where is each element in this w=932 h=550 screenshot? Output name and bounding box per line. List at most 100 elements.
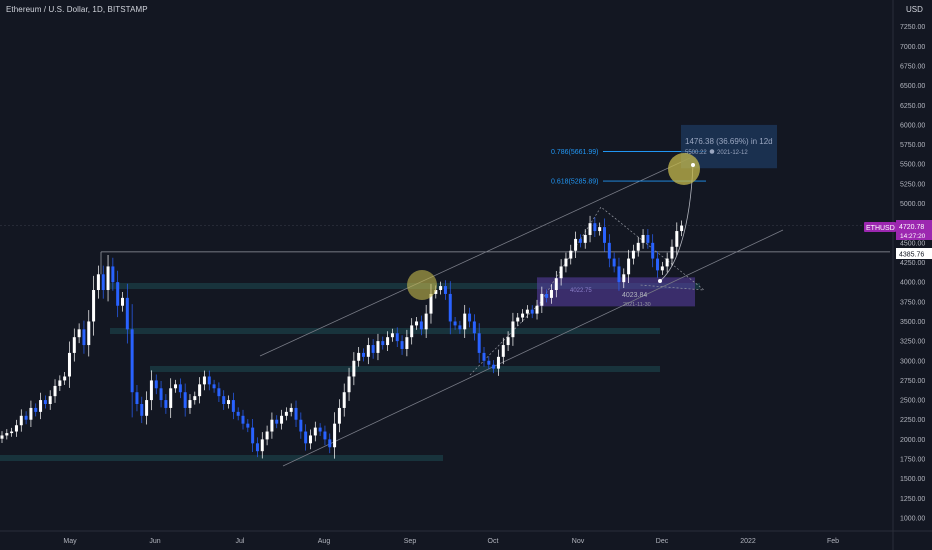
candle-body bbox=[10, 431, 14, 434]
candle-body bbox=[96, 274, 100, 291]
x-tick-4: Sep bbox=[404, 538, 417, 545]
candle-body bbox=[583, 234, 587, 243]
x-tick-7: Dec bbox=[656, 538, 669, 545]
candle-body bbox=[106, 266, 110, 291]
candle-body bbox=[603, 227, 606, 243]
y-tick-17: 5250.00 bbox=[900, 181, 925, 188]
x-tick-8: 2022 bbox=[740, 538, 756, 545]
candle-body bbox=[670, 246, 674, 259]
candle-body bbox=[424, 313, 428, 330]
channel-lower-line bbox=[282, 229, 784, 467]
target-point bbox=[691, 163, 695, 167]
candle-body bbox=[14, 425, 18, 432]
candle-body bbox=[193, 396, 197, 401]
candle-body bbox=[636, 242, 640, 251]
candle-body bbox=[569, 250, 573, 259]
candle-body bbox=[236, 411, 240, 416]
x-tick-9: Feb bbox=[827, 538, 839, 545]
candle-body bbox=[641, 234, 645, 243]
candle-body bbox=[578, 238, 582, 243]
candle-body bbox=[400, 341, 404, 349]
y-tick-11: 3750.00 bbox=[900, 299, 925, 306]
candle-body bbox=[593, 223, 597, 232]
candle-body bbox=[140, 404, 144, 416]
candle-body bbox=[463, 313, 467, 330]
candle-body bbox=[651, 242, 655, 259]
y-tick-4: 2000.00 bbox=[900, 437, 925, 444]
candle-body bbox=[231, 400, 235, 412]
low-value-label: 4023.84 bbox=[622, 292, 647, 299]
candle-body bbox=[178, 384, 182, 393]
candle-body bbox=[304, 431, 308, 444]
candle-body bbox=[183, 392, 187, 408]
candle-body bbox=[386, 337, 390, 346]
candle-body bbox=[48, 396, 52, 405]
symbol-badge bbox=[864, 222, 896, 232]
candle-body bbox=[217, 388, 221, 397]
candle-body bbox=[39, 400, 43, 412]
candle-body bbox=[521, 313, 525, 318]
x-tick-2: Jul bbox=[236, 538, 245, 545]
candle-body bbox=[270, 419, 274, 432]
price-badge bbox=[896, 220, 932, 240]
candle-body bbox=[333, 423, 337, 448]
candle-body bbox=[419, 321, 423, 330]
y-tick-5: 2250.00 bbox=[900, 417, 925, 424]
candle-body bbox=[198, 384, 202, 397]
x-tick-3: Aug bbox=[318, 538, 331, 545]
candle-body bbox=[280, 415, 284, 424]
currency-label[interactable]: USD bbox=[906, 5, 923, 14]
candle-body bbox=[496, 356, 500, 369]
candle-body bbox=[58, 380, 62, 386]
channel-upper-line bbox=[259, 157, 691, 357]
candle-body bbox=[453, 321, 457, 326]
candle-body bbox=[130, 329, 134, 393]
candle-body bbox=[665, 258, 669, 267]
y-tick-10: 3500.00 bbox=[900, 319, 925, 326]
y-tick-21: 6250.00 bbox=[900, 103, 925, 110]
candle-body bbox=[265, 431, 269, 440]
y-tick-0: 1000.00 bbox=[900, 516, 925, 523]
candle-body bbox=[588, 223, 592, 235]
candle-body bbox=[429, 293, 433, 314]
y-tick-19: 5750.00 bbox=[900, 142, 925, 149]
candle-body bbox=[63, 376, 67, 381]
y-tick-7: 2750.00 bbox=[900, 378, 925, 385]
highlight-circle-target bbox=[668, 153, 700, 185]
candle-body bbox=[222, 396, 226, 405]
candle-body bbox=[439, 286, 443, 291]
candle-body bbox=[627, 258, 631, 275]
highlight-circle-sep bbox=[407, 270, 437, 300]
y-tick-1: 1250.00 bbox=[900, 496, 925, 503]
candle-body bbox=[598, 227, 602, 232]
candle-body bbox=[487, 360, 491, 365]
candle-body bbox=[251, 427, 255, 444]
candle-body bbox=[477, 333, 481, 353]
fib-label-1: 0.618(5285.89) bbox=[551, 179, 598, 186]
candle-body bbox=[34, 407, 38, 412]
candle-body bbox=[188, 400, 192, 408]
candle-body bbox=[371, 345, 375, 353]
candle-body bbox=[501, 345, 505, 357]
candle-body bbox=[617, 266, 621, 283]
x-tick-1: Jun bbox=[149, 538, 160, 545]
x-tick-0: May bbox=[63, 538, 77, 545]
candle-body bbox=[458, 325, 462, 330]
y-tick-3: 1750.00 bbox=[900, 457, 925, 464]
candle-body bbox=[472, 321, 476, 334]
support-zone-0 bbox=[0, 455, 443, 461]
candle-body bbox=[246, 423, 250, 428]
candle-body bbox=[656, 258, 660, 271]
candle-body bbox=[227, 400, 231, 405]
y-tick-18: 5500.00 bbox=[900, 162, 925, 169]
candle-body bbox=[415, 321, 419, 326]
candle-body bbox=[381, 341, 385, 346]
candle-body bbox=[24, 415, 28, 420]
price-badge-countdown: 14:27:20 bbox=[900, 233, 926, 240]
candle-body bbox=[5, 433, 9, 436]
crosshair-price-value: 4385.76 bbox=[899, 252, 924, 259]
candle-body bbox=[154, 380, 158, 389]
x-tick-6: Nov bbox=[572, 538, 585, 545]
candle-body bbox=[612, 258, 616, 267]
